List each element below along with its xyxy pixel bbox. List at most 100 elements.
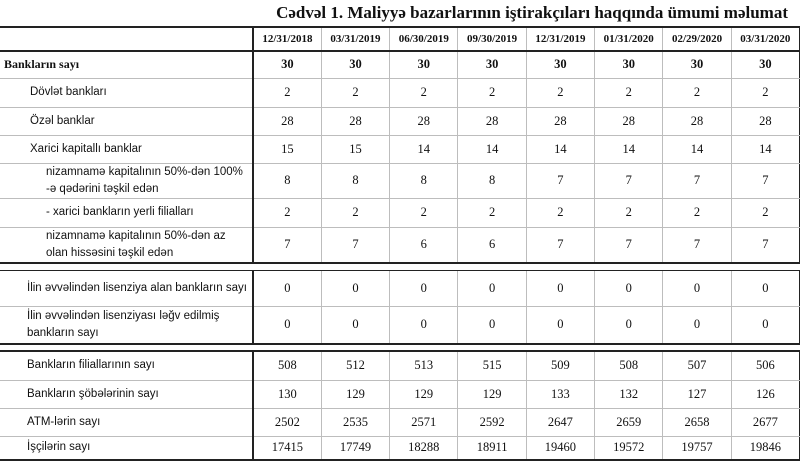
cell-value: 18911	[457, 435, 527, 461]
row-label: İşçilərin sayı	[0, 435, 254, 461]
cell-value: 506	[730, 350, 800, 381]
cell-value: 0	[252, 269, 322, 307]
cell-value: 2	[730, 197, 800, 228]
cell-value: 7	[594, 162, 664, 199]
cell-value: 17415	[252, 435, 322, 461]
cell-value: 28	[320, 106, 391, 136]
cell-value: 30	[594, 50, 664, 79]
table-row: Bankların şöbələrinin sayı 130 129 129 129 13…	[0, 379, 800, 409]
cell-value: 0	[525, 269, 596, 307]
cell-value: 0	[730, 305, 800, 345]
header-row: 12/31/2018 03/31/2019 06/30/2019 09/30/2019…	[0, 26, 800, 52]
cell-value: 2	[457, 197, 527, 228]
table-row: nizamnamə kapitalının 50%-dən az olan hi…	[0, 226, 800, 263]
cell-value: 19460	[525, 435, 596, 461]
cell-value: 130	[252, 379, 322, 409]
cell-value: 17749	[320, 435, 391, 461]
cell-value: 28	[457, 106, 527, 136]
cell-value: 2	[662, 77, 732, 108]
row-label: Dövlət bankları	[0, 77, 254, 108]
cell-value: 14	[389, 134, 459, 164]
cell-value: 7	[525, 226, 596, 263]
cell-value: 28	[252, 106, 322, 136]
table-row: Bankların sayı 30 30 30 30 30 30 30 30	[0, 50, 800, 79]
row-label: İlin əvvəlindən lisenziyası ləğv edilmiş…	[0, 305, 254, 345]
table-row: İşçilərin sayı 17415 17749 18288 18911 19460 1…	[0, 435, 800, 461]
cell-value: 7	[252, 226, 322, 263]
cell-value: 14	[730, 134, 800, 164]
cell-value: 7	[730, 162, 800, 199]
cell-value: 14	[662, 134, 732, 164]
table-row: İlin əvvəlindən lisenziya alan bankların…	[0, 269, 800, 307]
row-label: nizamnamə kapitalının 50%-dən az olan hi…	[0, 226, 254, 263]
cell-value: 2	[594, 77, 664, 108]
cell-value: 30	[662, 50, 732, 79]
cell-value: 8	[457, 162, 527, 199]
cell-value: 2592	[457, 407, 527, 437]
cell-value: 0	[662, 269, 732, 307]
cell-value: 2	[662, 197, 732, 228]
banking-summary-table: 12/31/2018 03/31/2019 06/30/2019 09/30/2019…	[0, 26, 800, 461]
cell-value: 0	[730, 269, 800, 307]
cell-value: 0	[320, 305, 391, 345]
column-header: 06/30/2019	[389, 26, 459, 52]
cell-value: 2502	[252, 407, 322, 437]
cell-value: 127	[662, 379, 732, 409]
cell-value: 15	[320, 134, 391, 164]
cell-value: 2658	[662, 407, 732, 437]
column-header: 09/30/2019	[457, 26, 527, 52]
cell-value: 0	[594, 269, 664, 307]
cell-value: 2	[525, 197, 596, 228]
column-header: 02/29/2020	[662, 26, 732, 52]
cell-value: 507	[662, 350, 732, 381]
cell-value: 129	[457, 379, 527, 409]
cell-value: 7	[662, 226, 732, 263]
cell-value: 7	[525, 162, 596, 199]
cell-value: 509	[525, 350, 596, 381]
cell-value: 15	[252, 134, 322, 164]
cell-value: 0	[525, 305, 596, 345]
column-header: 03/31/2020	[730, 26, 800, 52]
cell-value: 2659	[594, 407, 664, 437]
cell-value: 0	[320, 269, 391, 307]
cell-value: 14	[525, 134, 596, 164]
cell-value: 129	[320, 379, 391, 409]
cell-value: 512	[320, 350, 391, 381]
cell-value: 0	[662, 305, 732, 345]
table-row: Dövlət bankları 2 2 2 2 2 2 2 2	[0, 77, 800, 108]
cell-value: 28	[389, 106, 459, 136]
cell-value: 2	[320, 77, 391, 108]
cell-value: 8	[252, 162, 322, 199]
row-label: Bankların filiallarının sayı	[0, 350, 254, 381]
cell-value: 7	[320, 226, 391, 263]
table-row: - xarici bankların yerli filialları 2 2 2 2 2…	[0, 197, 800, 228]
column-header: 01/31/2020	[594, 26, 664, 52]
table-row: Özəl banklar 28 28 28 28 28 28 28 28	[0, 106, 800, 136]
column-header: 03/31/2019	[320, 26, 391, 52]
cell-value: 126	[730, 379, 800, 409]
cell-value: 0	[457, 305, 527, 345]
row-label: Bankların sayı	[0, 50, 254, 79]
table-title: Cədvəl 1. Maliyyə bazarlarının iştirakçı…	[276, 3, 788, 22]
cell-value: 129	[389, 379, 459, 409]
row-label: Özəl banklar	[0, 106, 254, 136]
row-label: ATM-lərin sayı	[0, 407, 254, 437]
cell-value: 7	[662, 162, 732, 199]
cell-value: 14	[594, 134, 664, 164]
cell-value: 2535	[320, 407, 391, 437]
row-label: İlin əvvəlindən lisenziya alan bankların…	[0, 269, 254, 307]
header-corner	[0, 26, 254, 52]
cell-value: 19846	[730, 435, 800, 461]
group-separator	[0, 343, 800, 352]
row-label: Bankların şöbələrinin sayı	[0, 379, 254, 409]
cell-value: 0	[389, 305, 459, 345]
cell-value: 0	[252, 305, 322, 345]
cell-value: 0	[457, 269, 527, 307]
cell-value: 2	[457, 77, 527, 108]
cell-value: 6	[389, 226, 459, 263]
cell-value: 0	[389, 269, 459, 307]
row-label: nizamnamə kapitalının 50%-dən 100% -ə qə…	[0, 162, 254, 199]
cell-value: 30	[389, 50, 459, 79]
cell-value: 2	[252, 77, 322, 108]
cell-value: 2	[389, 77, 459, 108]
